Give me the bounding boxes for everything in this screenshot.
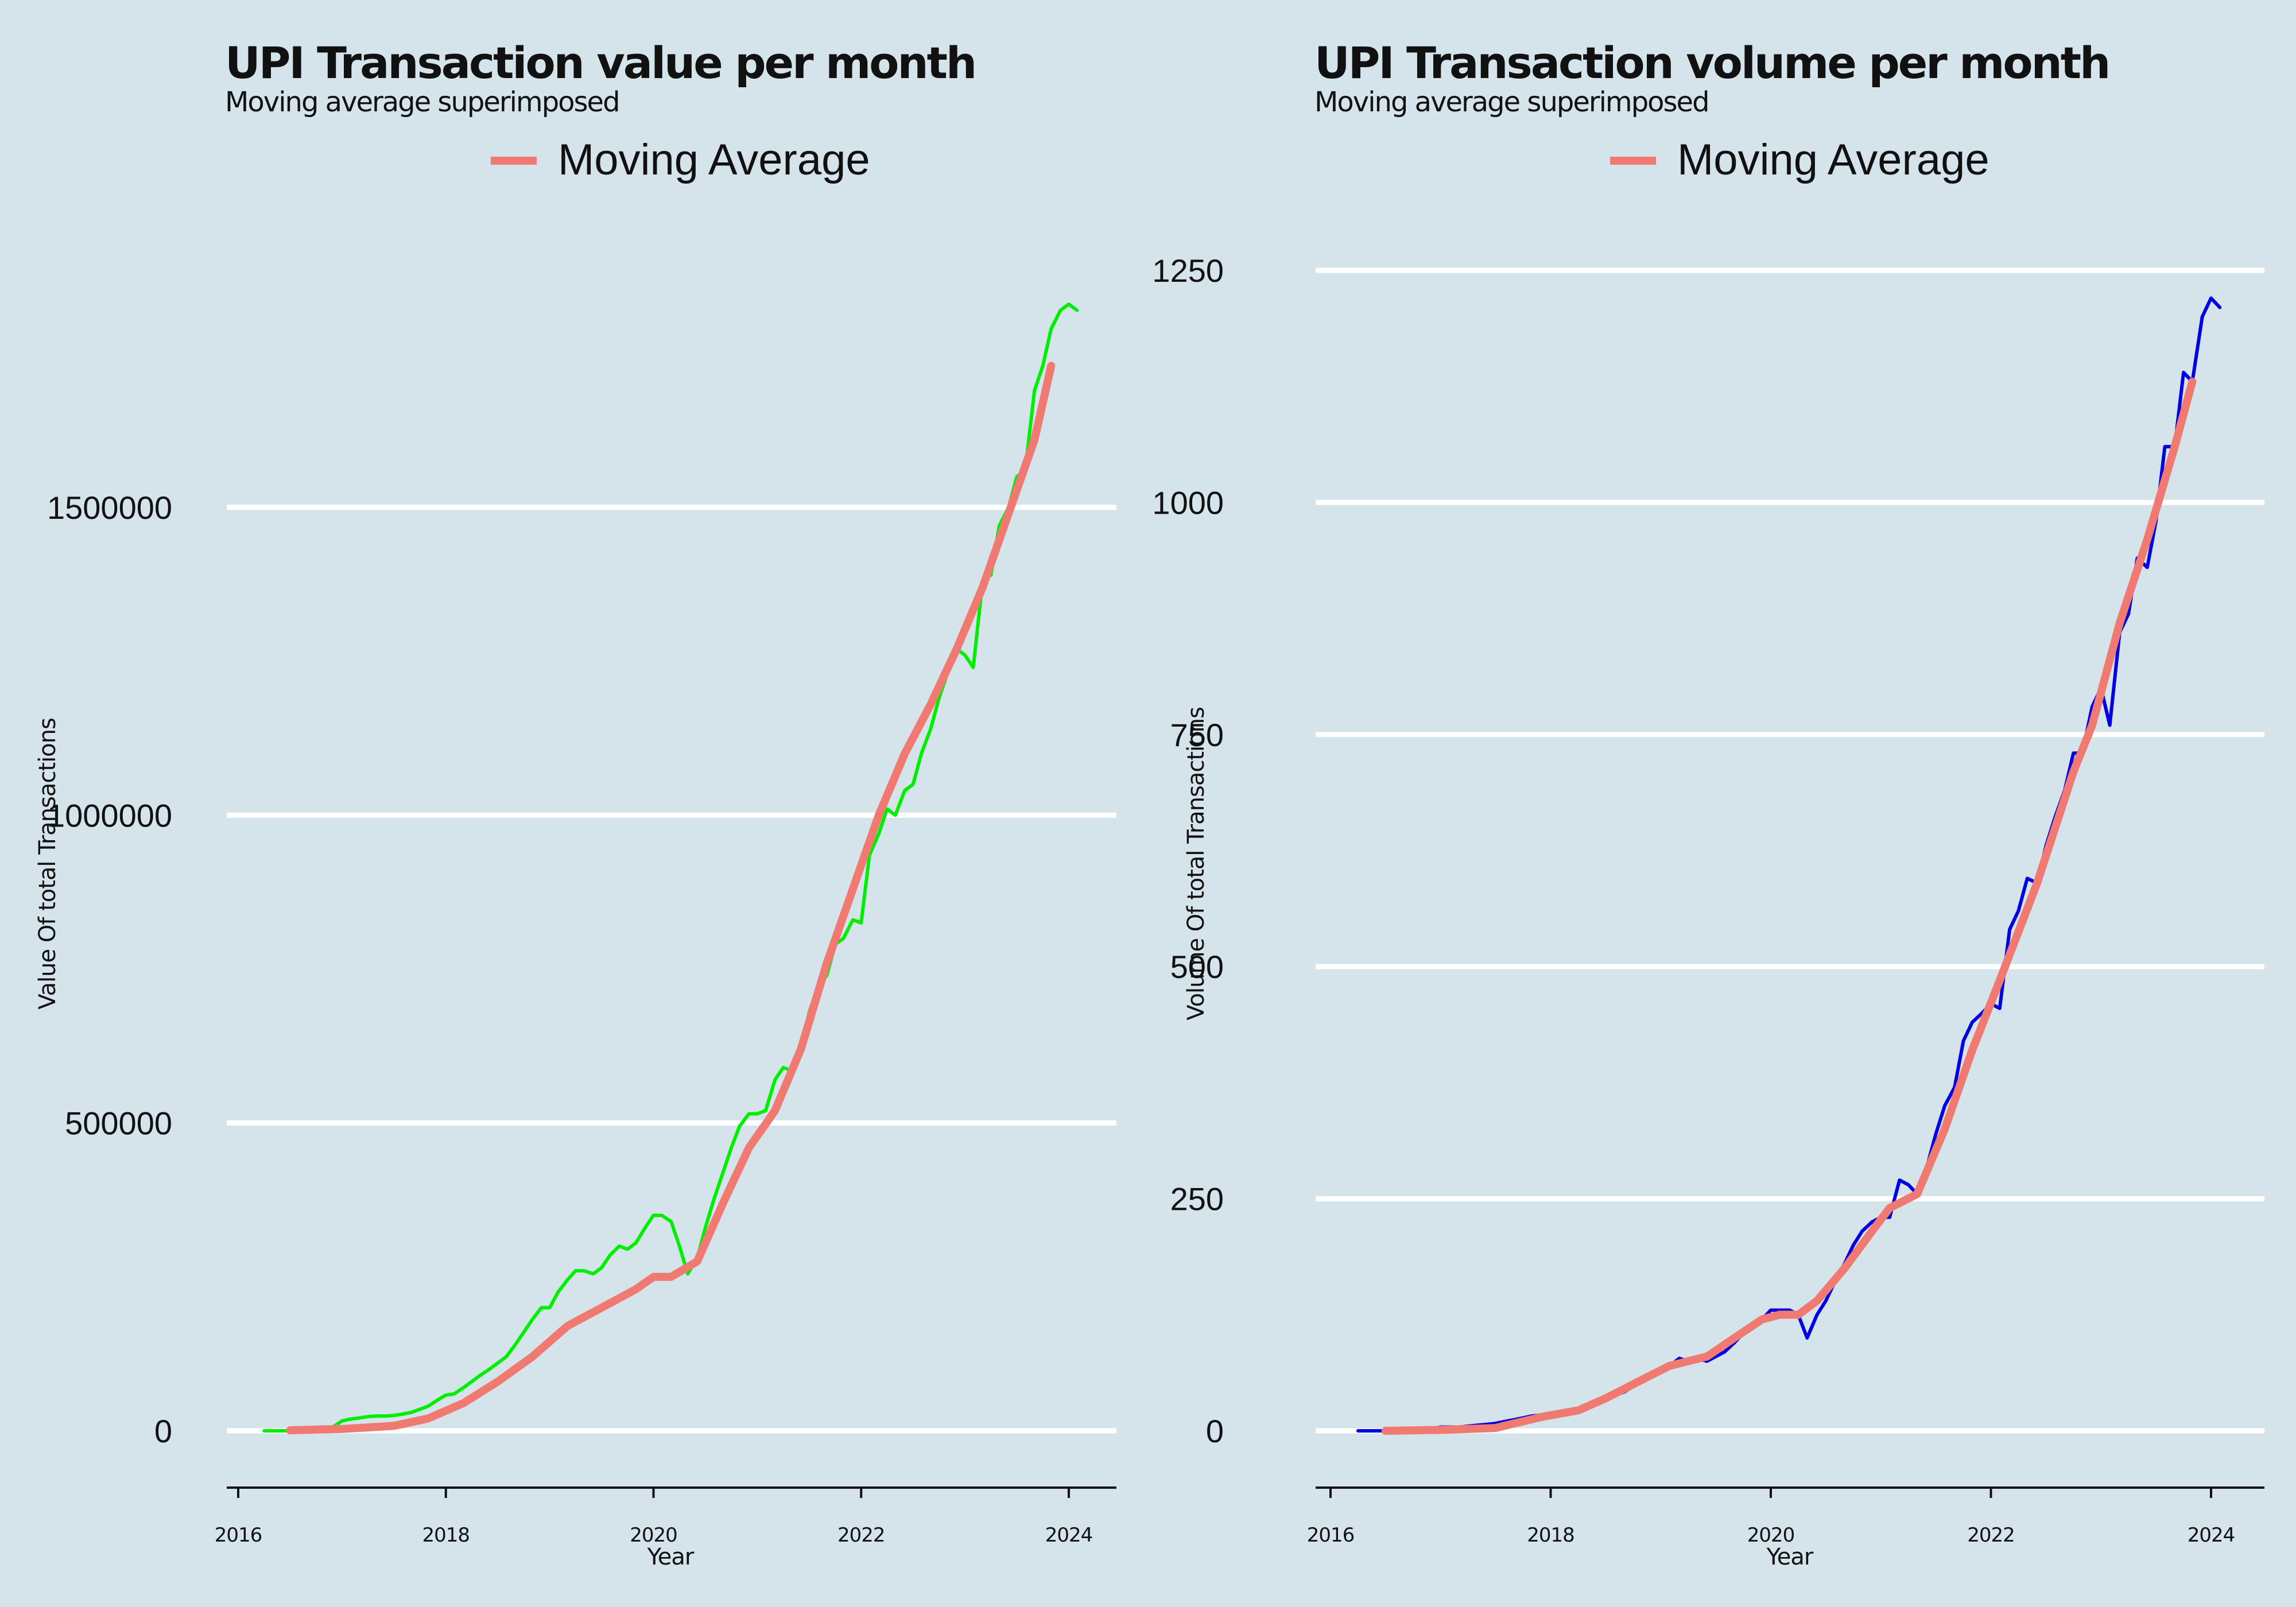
volume-chart-y-ticks: 0 250 500 750 1000 1250	[1152, 253, 1224, 1449]
value-chart-title: UPI Transaction value per month	[225, 37, 975, 88]
volume-chart-raw-series-line	[1356, 296, 2222, 1433]
value-chart-y-axis-title: Value Of total Transactions	[34, 718, 61, 1010]
value-chart-x-tick-label: 2016	[215, 1524, 262, 1547]
volume-chart-y-tick-label: 500	[1170, 949, 1224, 985]
value-chart-y-ticks: 0 500000 1000000 1500000	[47, 490, 172, 1449]
value-chart-x-axis-title: Year	[647, 1544, 695, 1570]
volume-chart-title: UPI Transaction volume per month	[1314, 37, 2109, 88]
value-chart-y-tick-label: 0	[154, 1413, 172, 1449]
volume-chart-legend-label: Moving Average	[1677, 135, 1989, 184]
volume-chart-x-tick-label: 2024	[2188, 1524, 2235, 1547]
volume-chart-x-tick-label: 2022	[1967, 1524, 2015, 1547]
volume-chart-x-ticks: 2016 2018 2020 2022 2024	[1307, 1488, 2235, 1547]
value-chart-series	[262, 302, 1079, 1435]
value-chart-x-tick-label: 2018	[422, 1524, 470, 1547]
value-chart-panel: UPI Transaction value per month Moving a…	[34, 37, 1116, 1570]
value-chart-x-tick-label: 2020	[630, 1524, 677, 1547]
volume-chart-y-tick-label: 750	[1170, 717, 1224, 753]
volume-chart-y-tick-label: 1250	[1152, 253, 1224, 289]
volume-chart-y-tick-label: 0	[1206, 1413, 1224, 1449]
volume-chart-y-tick-label: 1000	[1152, 484, 1224, 521]
volume-chart-legend: Moving Average	[1610, 135, 1989, 184]
value-chart-y-tick-label: 1500000	[47, 490, 172, 526]
value-chart-x-ticks: 2016 2018 2020 2022 2024	[215, 1488, 1093, 1547]
value-chart-x-tick-label: 2024	[1045, 1524, 1093, 1547]
volume-chart-x-tick-label: 2018	[1527, 1524, 1574, 1547]
volume-chart-subtitle: Moving average superimposed	[1314, 86, 1709, 118]
volume-chart-y-axis-title: Volume Of total Transactions	[1183, 707, 1209, 1020]
value-chart-x-tick-label: 2022	[837, 1524, 885, 1547]
value-chart-legend: Moving Average	[491, 135, 870, 184]
volume-chart-x-tick-label: 2020	[1747, 1524, 1795, 1547]
volume-chart-x-axis-title: Year	[1766, 1544, 1814, 1570]
volume-chart-moving-average-line	[1381, 378, 2197, 1435]
value-chart-raw-series-line	[262, 302, 1079, 1433]
volume-chart-panel: UPI Transaction volume per month Moving …	[1152, 37, 2264, 1570]
volume-chart-gridlines	[1316, 267, 2264, 1434]
value-chart-subtitle: Moving average superimposed	[225, 86, 619, 118]
value-chart-legend-label: Moving Average	[558, 135, 870, 184]
value-chart-y-tick-label: 500000	[65, 1105, 172, 1142]
value-chart-moving-average-line	[286, 362, 1056, 1435]
volume-chart-series	[1356, 296, 2222, 1435]
value-chart-gridlines	[227, 504, 1116, 1434]
volume-chart-y-tick-label: 250	[1170, 1181, 1224, 1217]
value-chart-y-tick-label: 1000000	[47, 797, 172, 833]
volume-chart-x-tick-label: 2016	[1307, 1524, 1355, 1547]
